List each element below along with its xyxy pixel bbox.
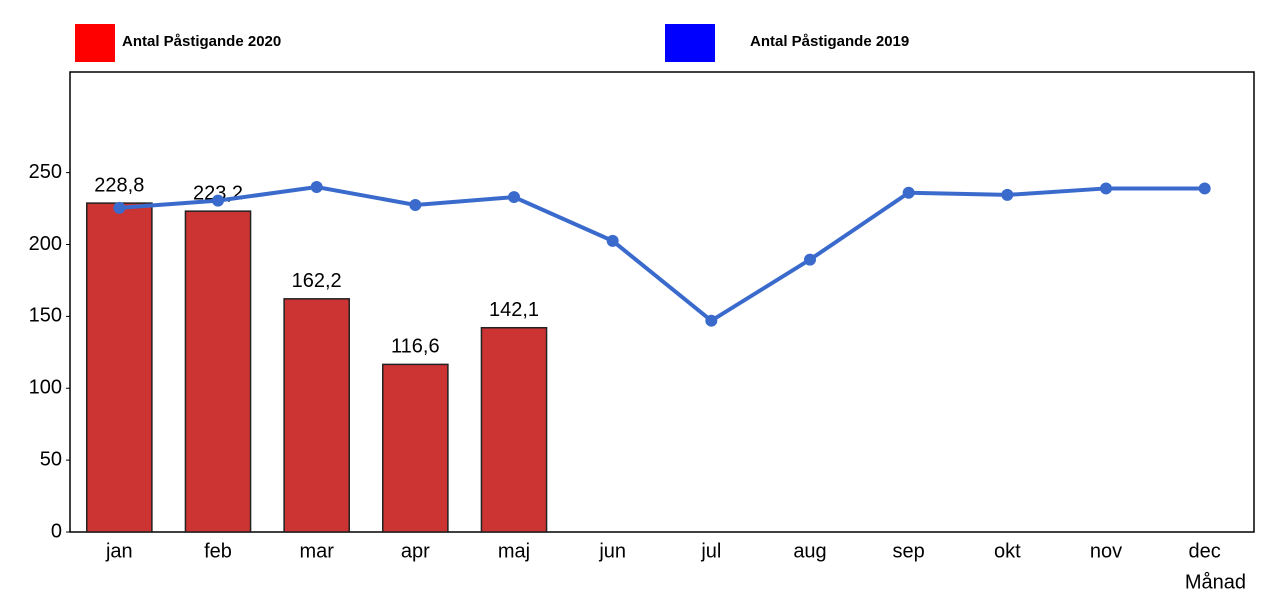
y-tick-label: 50 [40, 448, 62, 470]
y-tick-label: 0 [51, 520, 62, 542]
plot-frame [69, 71, 1255, 533]
line-point [508, 191, 520, 204]
x-tick-label: aug [793, 540, 826, 562]
line-point [902, 186, 915, 199]
line-point [113, 201, 126, 214]
line-point [409, 198, 422, 211]
line [119, 184, 1205, 324]
legend-swatch [665, 24, 715, 62]
x-axis-label: Månad [1185, 571, 1246, 593]
x-tick-label: apr [401, 540, 430, 562]
value-label: 142,1 [489, 299, 539, 321]
y-tick-label: 150 [29, 305, 62, 327]
x-tick-label: jun [598, 540, 626, 562]
x-tick-label: sep [893, 540, 925, 562]
value-label: 162,2 [292, 270, 342, 292]
bar [86, 202, 153, 533]
line-point [606, 234, 619, 247]
legend-label: Antal Påstigande 2019 [750, 33, 909, 50]
bar [184, 210, 252, 533]
x-tick-label: mar [299, 540, 334, 562]
line-point [1100, 182, 1112, 195]
bar [382, 363, 449, 533]
legend-label: Antal Påstigande 2020 [122, 33, 281, 50]
line-point [804, 253, 816, 266]
legend-swatch [75, 24, 115, 62]
x-tick-label: jan [105, 540, 133, 562]
value-label: 116,6 [391, 336, 440, 358]
line-point [705, 314, 718, 327]
y-tick-label: 250 [29, 161, 62, 183]
line-point [1001, 188, 1014, 201]
x-tick-label: nov [1090, 540, 1122, 562]
x-tick-label: jul [700, 540, 721, 562]
y-tick-label: 100 [29, 377, 62, 399]
x-tick-label: maj [498, 540, 530, 562]
x-tick-label: feb [204, 540, 232, 562]
y-tick-label: 200 [29, 233, 62, 255]
x-tick-label: okt [994, 540, 1021, 562]
bar [283, 298, 350, 533]
line-point [1198, 182, 1211, 195]
value-label: 228,8 [94, 174, 144, 196]
line-point [212, 194, 224, 207]
bar [480, 326, 548, 533]
line-point [310, 181, 323, 193]
x-tick-label: dec [1189, 540, 1221, 562]
